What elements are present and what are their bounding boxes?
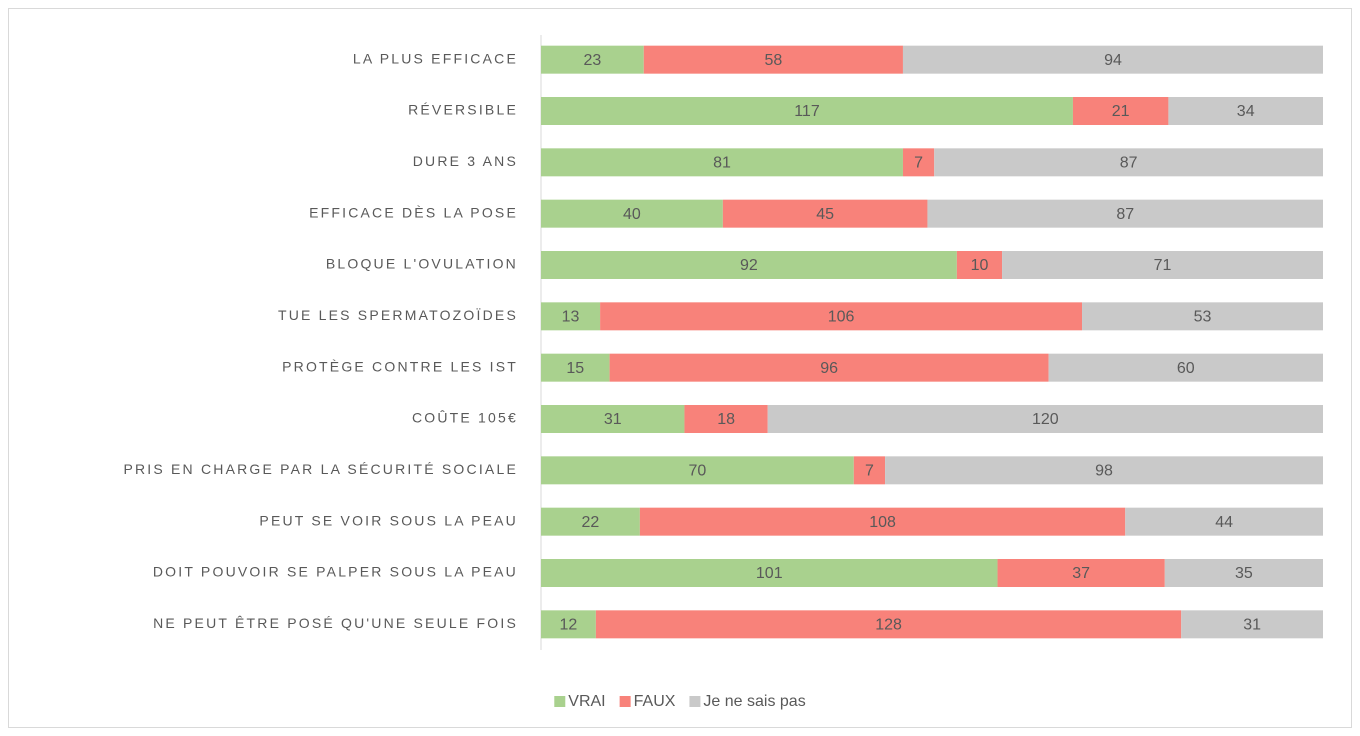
legend-label: Je ne sais pas (703, 693, 805, 710)
data-label: 40 (623, 206, 641, 223)
bar-segment (1002, 251, 1323, 279)
bar-segment (722, 199, 928, 228)
bar-segment (684, 405, 768, 433)
bar-segment (609, 353, 1049, 382)
data-label: 15 (566, 360, 584, 377)
data-label: 13 (562, 309, 580, 326)
bar-segment (541, 97, 1073, 125)
bar-segment (927, 199, 1323, 228)
bar-segment (600, 302, 1083, 331)
data-label: 10 (971, 257, 989, 274)
legend-label: FAUX (634, 693, 676, 710)
category-label: LA PLUS EFFICACE (353, 50, 518, 66)
bar-segment (643, 45, 903, 74)
bar-segment (902, 45, 1323, 74)
category-label: NE PEUT ÊTRE POSÉ QU'UNE SEULE FOIS (153, 615, 518, 631)
bar-segment (541, 559, 998, 587)
data-label: 98 (1095, 463, 1113, 480)
data-label: 12 (560, 617, 578, 634)
data-label: 23 (583, 52, 601, 69)
data-label: 120 (1032, 411, 1059, 428)
bar-segment (1082, 302, 1323, 331)
data-label: 45 (816, 206, 834, 223)
data-label: 34 (1237, 103, 1255, 120)
category-label: PRIS EN CHARGE PAR LA SÉCURITÉ SOCIALE (123, 461, 518, 477)
bar-segment (902, 148, 935, 177)
bar-segment (541, 251, 957, 279)
data-label: 117 (794, 103, 820, 120)
legend-label: VRAI (568, 693, 605, 710)
bar-segment (1048, 353, 1323, 382)
bar-segment (997, 559, 1165, 587)
bar-segment (1181, 610, 1323, 639)
bar-segment (956, 251, 1003, 279)
data-label: 31 (1243, 617, 1261, 634)
data-label: 71 (1154, 257, 1172, 274)
data-label: 44 (1215, 514, 1233, 531)
bar-segment (1072, 97, 1169, 125)
data-label: 58 (764, 52, 782, 69)
bar-segment (541, 199, 723, 228)
category-label: BLOQUE L'OVULATION (326, 256, 518, 272)
data-label: 128 (875, 617, 902, 634)
bar-segment (853, 456, 886, 485)
bar-segment (541, 302, 601, 331)
bar-segment (595, 610, 1182, 639)
category-label: TUE LES SPERMATOZOÏDES (278, 307, 518, 323)
category-label: DURE 3 ANS (413, 153, 518, 169)
bar-segment (1125, 507, 1323, 536)
category-label: PROTÈGE CONTRE LES IST (282, 358, 518, 374)
data-label: 53 (1194, 309, 1212, 326)
bar-segment (885, 456, 1323, 485)
data-label: 7 (914, 155, 923, 172)
data-label: 96 (820, 360, 838, 377)
data-label: 101 (756, 565, 783, 582)
data-label: 21 (1112, 103, 1130, 120)
category-label: RÉVERSIBLE (408, 102, 518, 118)
bar-segment (541, 405, 685, 433)
category-label: EFFICACE DÈS LA POSE (309, 204, 518, 220)
data-label: 92 (740, 257, 758, 274)
bar-segment (541, 148, 903, 177)
bar-segment (934, 148, 1323, 177)
bar-segment (1168, 97, 1323, 125)
bar-segment (541, 507, 640, 536)
data-label: 37 (1072, 565, 1090, 582)
category-label: PEUT SE VOIR SOUS LA PEAU (259, 512, 518, 528)
data-label: 94 (1104, 52, 1122, 69)
data-label: 7 (865, 463, 874, 480)
legend-swatch (619, 696, 631, 707)
data-label: 108 (869, 514, 896, 531)
bar-segment (541, 456, 854, 485)
bar-segment (541, 45, 644, 74)
data-label: 70 (689, 463, 707, 480)
bar-segment (541, 610, 596, 639)
category-label: DOIT POUVOIR SE PALPER SOUS LA PEAU (153, 564, 518, 580)
data-label: 60 (1177, 360, 1195, 377)
data-label: 31 (604, 411, 622, 428)
data-label: 87 (1116, 206, 1134, 223)
bar-segment (639, 507, 1126, 536)
bar-segment (541, 353, 610, 382)
data-label: 35 (1235, 565, 1253, 582)
data-label: 106 (828, 309, 855, 326)
bar-segment (1164, 559, 1323, 587)
data-label: 22 (582, 514, 600, 531)
data-label: 87 (1120, 155, 1138, 172)
category-label: COÛTE 105€ (412, 410, 518, 426)
legend-swatch (554, 696, 566, 707)
data-label: 81 (713, 155, 731, 172)
bar-segment (767, 405, 1323, 433)
legend-swatch (689, 696, 701, 707)
data-label: 18 (717, 411, 735, 428)
